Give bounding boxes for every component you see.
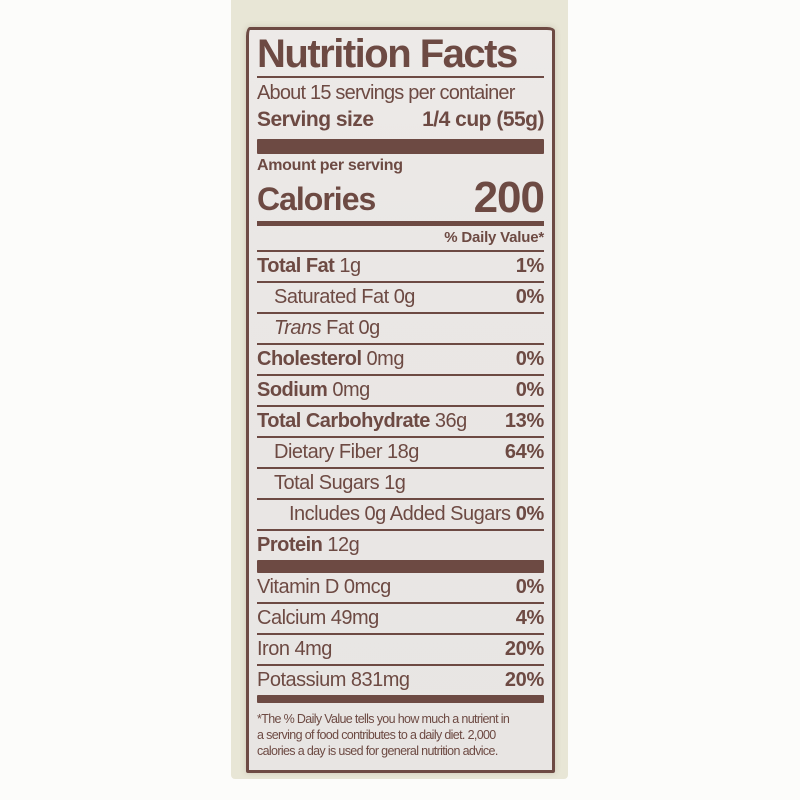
- daily-value-footnote: *The % Daily Value tells you how much a …: [257, 711, 544, 759]
- nutrient-row: Total Carbohydrate 36g 13%: [257, 405, 544, 436]
- nutrient-amount: 0mg: [332, 379, 370, 401]
- nutrient-amount: 0g: [393, 286, 416, 308]
- daily-value-percent: 1%: [515, 255, 545, 277]
- daily-value-percent: 0%: [515, 348, 545, 370]
- serving-size-value: 1/4 cup (55g): [422, 108, 544, 131]
- nutrient-name: Saturated Fat 0g: [274, 286, 416, 308]
- nutrient-amount: 12g: [327, 534, 360, 556]
- daily-value-percent: 0%: [515, 379, 545, 401]
- nutrient-name: Total Fat 1g: [257, 255, 361, 277]
- title-divider: [257, 76, 544, 78]
- nutrient-name: Dietary Fiber 18g: [274, 441, 419, 463]
- nutrient-amount: 1g: [339, 255, 361, 277]
- serving-size-label: Serving size: [257, 108, 374, 131]
- micronutrient-rows: Vitamin D 0mcg 0% Calcium 49mg 4% Iron 4mg …: [257, 573, 544, 695]
- nutrient-row: Dietary Fiber 18g 64%: [257, 436, 544, 467]
- daily-value-percent: 0%: [515, 503, 545, 525]
- nutrient-name: Vitamin D 0mcg: [257, 576, 391, 598]
- daily-value-percent: 13%: [504, 410, 544, 432]
- nutrient-row: Trans Fat 0g: [257, 312, 544, 343]
- nutrient-name: Potassium 831mg: [257, 669, 410, 691]
- thick-separator-bar: [257, 560, 544, 573]
- thick-separator-bar: [257, 139, 544, 154]
- nutrition-facts-label: Nutrition Facts About 15 servings per co…: [246, 27, 555, 773]
- nutrient-row: Sodium 0mg 0%: [257, 374, 544, 405]
- nutrient-name: Cholesterol 0mg: [257, 348, 405, 370]
- daily-value-percent: 0%: [515, 286, 545, 308]
- daily-value-percent: 0%: [515, 576, 545, 598]
- calories-value: 200: [473, 173, 545, 222]
- daily-value-percent: 4%: [515, 607, 545, 629]
- daily-value-percent: 64%: [504, 441, 544, 463]
- nutrient-row: Vitamin D 0mcg 0%: [257, 573, 544, 602]
- nutrient-amount: 831mg: [350, 669, 410, 691]
- nutrient-row: Includes 0g Added Sugars 0%: [257, 498, 544, 529]
- nutrient-row: Protein 12g: [257, 529, 544, 560]
- thick-separator-bar: [257, 695, 544, 703]
- calories-divider: [257, 221, 544, 226]
- nutrient-name: Calcium 49mg: [257, 607, 380, 629]
- label-title: Nutrition Facts: [257, 32, 518, 76]
- nutrient-amount: 36g: [434, 410, 467, 432]
- nutrient-row: Total Fat 1g 1%: [257, 250, 544, 281]
- nutrient-amount: 1g: [384, 472, 406, 494]
- daily-value-header: % Daily Value*: [444, 229, 544, 246]
- footnote-line: a serving of food contributes to a daily…: [257, 728, 496, 742]
- nutrient-amount: 4mg: [294, 638, 332, 660]
- nutrient-name: Includes 0g Added Sugars: [289, 503, 511, 525]
- nutrient-amount: 0g: [358, 317, 381, 339]
- nutrient-row: Saturated Fat 0g 0%: [257, 281, 544, 312]
- nutrient-rows: Total Fat 1g 1% Saturated Fat 0g 0% Trans F…: [257, 250, 544, 560]
- footnote-line: *The % Daily Value tells you how much a …: [257, 712, 510, 726]
- nutrient-amount: 18g: [386, 441, 419, 463]
- calories-row: Calories 200: [257, 173, 545, 222]
- footnote-line: calories a day is used for general nutri…: [257, 744, 498, 758]
- daily-value-percent: 20%: [504, 638, 544, 660]
- calories-label: Calories: [257, 181, 376, 217]
- nutrient-name: Total Carbohydrate 36g: [257, 410, 467, 432]
- nutrient-name-italic: Trans: [274, 317, 322, 339]
- nutrient-row: Cholesterol 0mg 0%: [257, 343, 544, 374]
- nutrient-name: Protein 12g: [257, 534, 360, 556]
- serving-size-row: Serving size 1/4 cup (55g): [257, 106, 544, 133]
- nutrient-row: Iron 4mg 20%: [257, 633, 544, 664]
- nutrient-amount: 0mg: [366, 348, 405, 370]
- nutrient-name: Sodium 0mg: [257, 379, 370, 401]
- nutrient-row: Potassium 831mg 20%: [257, 664, 544, 695]
- nutrient-row: Total Sugars 1g: [257, 467, 544, 498]
- nutrient-amount: 49mg: [330, 607, 380, 629]
- daily-value-percent: 20%: [504, 669, 544, 691]
- nutrient-name: Total Sugars 1g: [274, 472, 406, 494]
- amount-per-serving-label: Amount per serving: [257, 157, 403, 174]
- nutrient-row: Calcium 49mg 4%: [257, 602, 544, 633]
- nutrient-name: Trans Fat 0g: [274, 317, 381, 339]
- servings-per-container: About 15 servings per container: [257, 82, 515, 104]
- nutrient-amount: 0mcg: [343, 576, 391, 598]
- nutrient-name: Iron 4mg: [257, 638, 332, 660]
